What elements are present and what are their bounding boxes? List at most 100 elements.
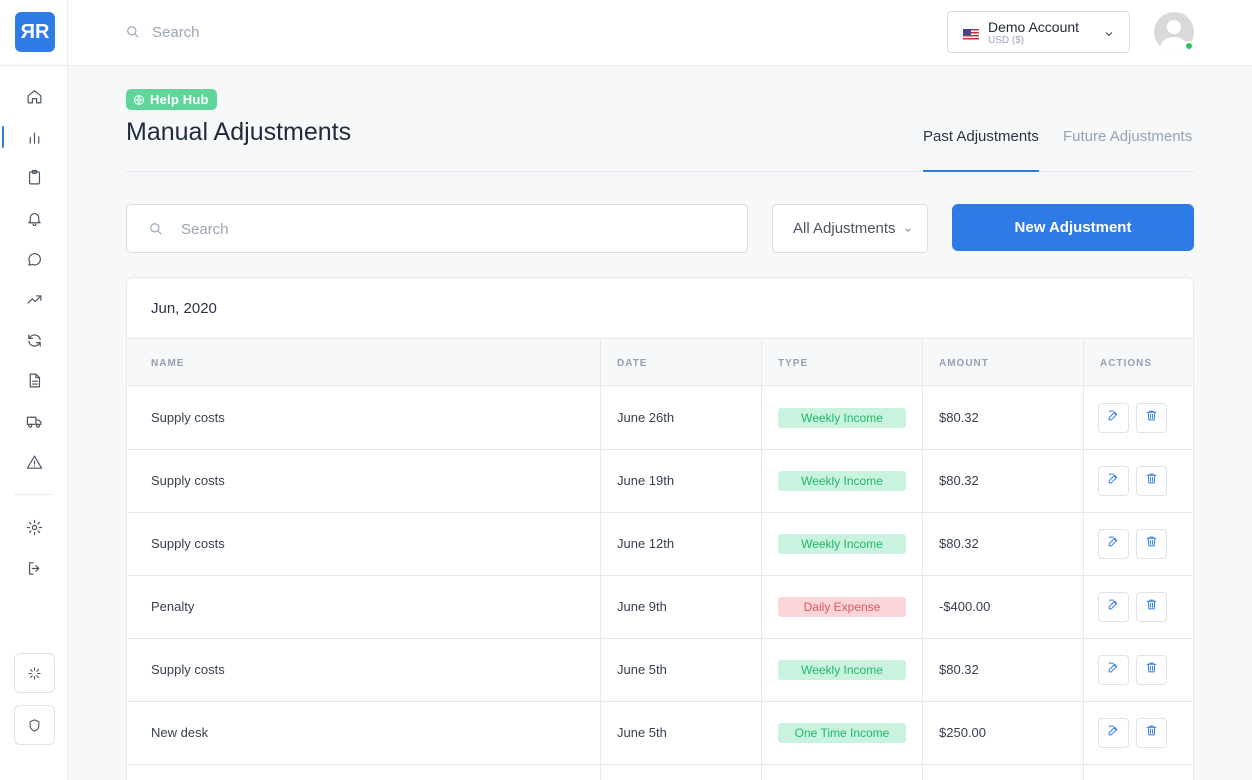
warning-icon[interactable] (24, 452, 44, 472)
edit-icon (1107, 409, 1120, 427)
filter-value: All Adjustments (793, 220, 896, 237)
trash-icon (1145, 535, 1158, 553)
home-icon[interactable] (24, 86, 44, 106)
table-row[interactable]: Supply costs June 26th Weekly Income $80.32 (127, 387, 1193, 450)
shield-icon[interactable] (14, 705, 55, 745)
row-date: June 5th (617, 662, 667, 677)
row-name: Supply costs (151, 410, 225, 425)
row-name: New desk (151, 725, 209, 740)
online-status-dot (1184, 41, 1194, 51)
adjustments-search (126, 204, 748, 253)
row-type-badge: Weekly Income (778, 471, 906, 491)
tab-past-adjustments[interactable]: Past Adjustments (923, 128, 1039, 145)
header-divider (126, 171, 1194, 172)
table-row[interactable]: Supply costs June 19th Weekly Income $80.32 (127, 450, 1193, 513)
row-date: June 5th (617, 725, 667, 740)
row-name: Supply costs (151, 662, 225, 677)
row-type-badge: Daily Expense (778, 597, 906, 617)
row-type-badge: One Time Income (778, 723, 906, 743)
topbar: Demo Account USD ($) (68, 0, 1252, 66)
edit-icon (1107, 535, 1120, 553)
sidebar-divider (14, 494, 54, 495)
search-icon (149, 222, 163, 236)
edit-button[interactable] (1098, 403, 1129, 433)
bar-chart-icon[interactable] (24, 127, 44, 147)
delete-button[interactable] (1136, 466, 1167, 496)
logout-icon[interactable] (24, 558, 44, 578)
gear-icon[interactable] (24, 517, 44, 537)
adjustments-search-input[interactable] (181, 219, 721, 239)
refresh-icon[interactable] (24, 330, 44, 350)
globe-icon (134, 94, 144, 105)
edit-button[interactable] (1098, 466, 1129, 496)
trending-up-icon[interactable] (24, 289, 44, 309)
row-amount: -$400.00 (939, 599, 991, 614)
trash-icon (1145, 724, 1158, 742)
column-divider (922, 338, 923, 780)
help-hub-badge[interactable]: Help Hub (126, 89, 217, 110)
chevron-down-icon (905, 228, 911, 232)
chat-icon[interactable] (24, 249, 44, 269)
app-logo[interactable]: ЯR (15, 12, 55, 52)
delete-button[interactable] (1136, 529, 1167, 559)
search-icon (126, 25, 140, 39)
truck-icon[interactable] (24, 411, 44, 431)
active-tab-indicator (923, 170, 1039, 172)
edit-button[interactable] (1098, 718, 1129, 748)
row-date: June 9th (617, 599, 667, 614)
avatar-body-shape (1160, 37, 1188, 52)
document-icon[interactable] (24, 370, 44, 390)
column-header-actions: ACTIONS (1100, 358, 1152, 369)
loader-icon[interactable] (14, 653, 55, 693)
edit-button[interactable] (1098, 655, 1129, 685)
trash-icon (1145, 598, 1158, 616)
edit-button[interactable] (1098, 592, 1129, 622)
column-header-type: TYPE (778, 358, 809, 369)
row-amount: $80.32 (939, 662, 979, 677)
row-name: Supply costs (151, 536, 225, 551)
account-currency: USD ($) (988, 35, 1025, 46)
account-selector[interactable]: Demo Account USD ($) (947, 11, 1130, 53)
table-header: NAME DATE TYPE AMOUNT ACTIONS (127, 338, 1193, 386)
column-divider (1083, 338, 1084, 780)
delete-button[interactable] (1136, 592, 1167, 622)
row-amount: $80.32 (939, 410, 979, 425)
bell-icon[interactable] (24, 208, 44, 228)
new-adjustment-button[interactable]: New Adjustment (952, 204, 1194, 251)
edit-icon (1107, 661, 1120, 679)
column-header-date: DATE (617, 358, 648, 369)
row-amount: $250.00 (939, 725, 986, 740)
table-row[interactable]: New desk June 5th One Time Income $250.00 (127, 702, 1193, 765)
tab-future-adjustments[interactable]: Future Adjustments (1063, 128, 1193, 145)
edit-button[interactable] (1098, 529, 1129, 559)
row-date: June 12th (617, 536, 675, 551)
row-name: Supply costs (151, 473, 225, 488)
sidebar: ЯR (0, 0, 68, 780)
sidebar-active-indicator (2, 126, 4, 148)
column-header-amount: AMOUNT (939, 358, 989, 369)
column-header-name: NAME (151, 358, 185, 369)
edit-icon (1107, 598, 1120, 616)
trash-icon (1145, 472, 1158, 490)
trash-icon (1145, 409, 1158, 427)
month-label: Jun, 2020 (151, 300, 217, 317)
row-type-badge: Weekly Income (778, 534, 906, 554)
global-search-input[interactable] (152, 22, 452, 42)
account-name: Demo Account (988, 19, 1080, 35)
row-type-badge: Weekly Income (778, 660, 906, 680)
row-date: June 26th (617, 410, 675, 425)
sidebar-divider (0, 65, 68, 66)
adjustment-filter-select[interactable]: All Adjustments (772, 204, 928, 253)
clipboard-icon[interactable] (24, 167, 44, 187)
delete-button[interactable] (1136, 655, 1167, 685)
delete-button[interactable] (1136, 403, 1167, 433)
column-divider (600, 338, 601, 780)
row-amount: $80.32 (939, 473, 979, 488)
help-hub-label: Help Hub (150, 92, 209, 107)
table-row[interactable]: Supply costs June 12th Weekly Income $80.32 (127, 513, 1193, 576)
row-type-badge: Weekly Income (778, 408, 906, 428)
delete-button[interactable] (1136, 718, 1167, 748)
edit-icon (1107, 472, 1120, 490)
table-row[interactable]: Supply costs June 5th Weekly Income $80.32 (127, 639, 1193, 702)
table-row[interactable]: Penalty June 9th Daily Expense -$400.00 (127, 576, 1193, 639)
